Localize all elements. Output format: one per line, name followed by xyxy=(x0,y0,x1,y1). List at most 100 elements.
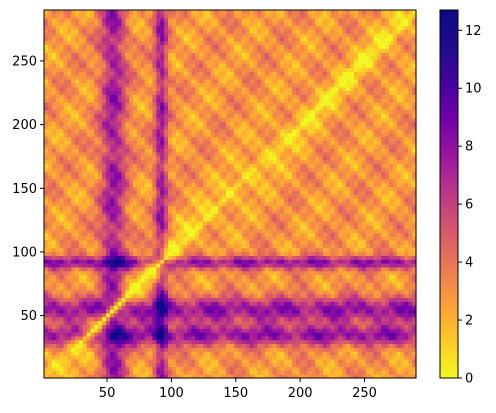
heatmap-cell xyxy=(222,178,227,184)
heatmap-cell xyxy=(44,335,49,341)
heatmap-cell xyxy=(125,293,130,299)
heatmap-cell xyxy=(129,228,134,233)
heatmap-cell xyxy=(288,309,293,314)
heatmap-cell xyxy=(357,289,363,295)
heatmap-cell xyxy=(381,374,386,379)
heatmap-cell xyxy=(78,301,84,306)
heatmap-cell xyxy=(199,316,204,322)
heatmap-cell xyxy=(218,240,223,245)
heatmap-cell xyxy=(334,297,340,302)
heatmap-cell xyxy=(392,339,398,345)
heatmap-cell xyxy=(299,228,305,233)
heatmap-cell xyxy=(338,358,343,364)
heatmap-cell xyxy=(67,347,72,352)
heatmap-cell xyxy=(156,301,161,306)
heatmap-cell xyxy=(342,194,347,199)
heatmap-cell xyxy=(323,347,328,352)
heatmap-cell xyxy=(129,178,134,184)
heatmap-cell xyxy=(133,320,138,325)
heatmap-cell xyxy=(51,347,57,352)
heatmap-cell xyxy=(257,358,262,364)
heatmap-cell xyxy=(241,201,247,207)
heatmap-cell xyxy=(82,266,88,272)
heatmap-cell xyxy=(276,312,281,318)
heatmap-cell xyxy=(206,178,212,184)
heatmap-cell xyxy=(249,194,254,199)
heatmap-cell xyxy=(168,343,173,348)
heatmap-cell xyxy=(261,289,266,295)
heatmap-cell xyxy=(357,332,363,337)
heatmap-cell xyxy=(303,293,309,299)
heatmap-cell xyxy=(350,355,355,360)
heatmap-cell xyxy=(179,182,185,187)
heatmap-cell xyxy=(338,297,343,302)
heatmap-cell xyxy=(71,247,76,253)
heatmap-cell xyxy=(156,266,161,272)
heatmap-cell xyxy=(125,362,130,368)
heatmap-cell xyxy=(400,251,405,256)
heatmap-cell xyxy=(179,289,185,295)
heatmap-cell xyxy=(326,243,332,249)
heatmap-cell xyxy=(55,362,61,368)
heatmap-cell xyxy=(369,324,374,329)
heatmap-cell xyxy=(385,217,390,222)
heatmap-cell xyxy=(98,178,103,184)
heatmap-cell xyxy=(98,370,103,375)
heatmap-cell xyxy=(253,186,258,191)
heatmap-cell xyxy=(280,182,285,187)
heatmap-cell xyxy=(94,255,99,260)
heatmap-cell xyxy=(342,186,347,191)
heatmap-cell xyxy=(338,178,343,184)
heatmap-cell xyxy=(117,324,123,329)
heatmap-cell xyxy=(71,305,76,310)
heatmap-cell xyxy=(199,255,204,260)
heatmap-cell xyxy=(102,251,107,256)
heatmap-cell xyxy=(156,328,161,333)
heatmap-cell xyxy=(171,286,177,291)
heatmap-cell xyxy=(253,228,258,233)
heatmap-cell xyxy=(125,182,130,187)
heatmap-cell xyxy=(412,358,417,364)
heatmap-cell xyxy=(125,266,130,272)
heatmap-cell xyxy=(51,240,57,245)
heatmap-cell xyxy=(75,251,80,256)
heatmap-cell xyxy=(222,343,227,348)
heatmap-cell xyxy=(264,328,270,333)
heatmap-cell xyxy=(106,228,111,233)
heatmap-cell xyxy=(179,263,185,268)
heatmap-cell xyxy=(191,343,196,348)
heatmap-cell xyxy=(377,332,382,337)
heatmap-cell xyxy=(226,247,231,253)
heatmap-cell xyxy=(71,301,76,306)
heatmap-cell xyxy=(206,278,212,283)
heatmap-cell xyxy=(109,316,115,322)
heatmap-cell xyxy=(121,178,126,184)
heatmap-cell xyxy=(292,316,297,322)
heatmap-cell xyxy=(187,255,192,260)
heatmap-cell xyxy=(284,339,289,345)
heatmap-cell xyxy=(373,251,378,256)
heatmap-cell xyxy=(137,366,142,371)
heatmap-cell xyxy=(148,301,154,306)
heatmap-cell xyxy=(214,186,219,191)
heatmap-cell xyxy=(377,197,382,203)
heatmap-cell xyxy=(268,224,274,230)
heatmap-cell xyxy=(408,293,413,299)
heatmap-cell xyxy=(195,209,200,214)
heatmap-cell xyxy=(323,355,328,360)
heatmap-cell xyxy=(183,228,188,233)
heatmap-cell xyxy=(326,255,332,260)
heatmap-cell xyxy=(288,205,293,210)
heatmap-cell xyxy=(388,332,394,337)
heatmap-cell xyxy=(388,205,394,210)
heatmap-cell xyxy=(148,324,154,329)
heatmap-cell xyxy=(288,320,293,325)
heatmap-cell xyxy=(206,335,212,341)
heatmap-cell xyxy=(121,324,126,329)
heatmap-cell xyxy=(377,289,382,295)
heatmap-cell xyxy=(408,286,413,291)
heatmap-cell xyxy=(350,182,355,187)
heatmap-cell xyxy=(381,339,386,345)
heatmap-cell xyxy=(94,259,99,264)
heatmap-cell xyxy=(82,301,88,306)
